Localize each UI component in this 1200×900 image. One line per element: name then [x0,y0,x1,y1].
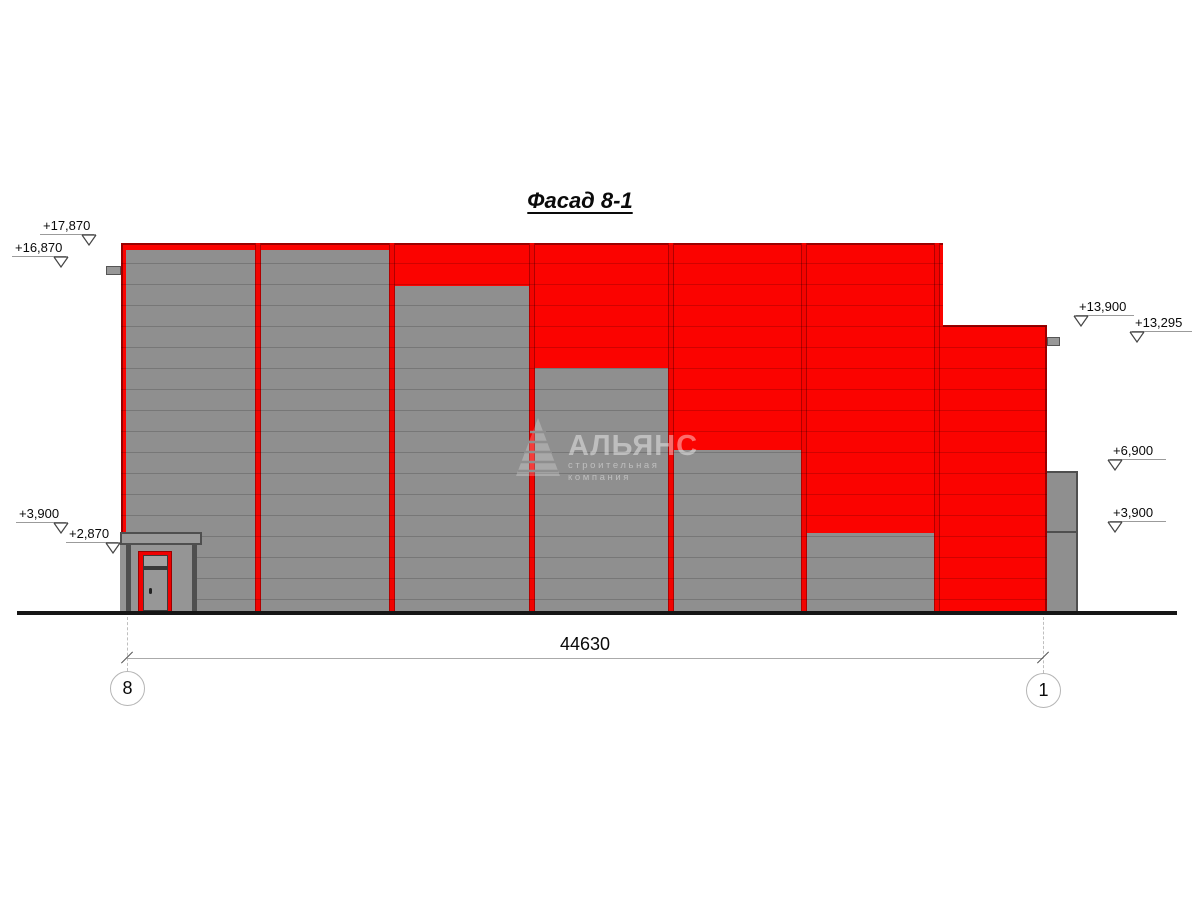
elevation-mark-6900: +6,900 [1107,443,1166,471]
elevation-mark-3900-right: +3,900 [1107,505,1166,533]
entrance-door-leaf [143,569,168,611]
facade-mullion [668,243,674,613]
extension-line-right [1043,617,1044,673]
facade-mullion [801,243,807,613]
dimension-value: 44630 [559,634,611,654]
vestibule-post-left [126,545,131,612]
elevation-value: +2,870 [69,526,110,541]
elevation-mark-13295: +13,295 [1129,315,1192,343]
elevation-tick-icon [1129,331,1145,343]
annex-block-right [1047,471,1078,613]
gutter-tab-right [1047,337,1060,346]
facade-mullion [255,243,261,613]
facade-red-wall-low-section [943,325,1047,613]
elevation-value: +16,870 [15,240,63,255]
extension-line-left [127,617,128,671]
gutter-tab-left [106,266,121,275]
elevation-mark-3900-left: +3,900 [16,506,69,534]
door-handle [149,588,152,594]
door-transom-bar [143,566,168,569]
vestibule-post-right [192,545,197,612]
elevation-tick-icon [53,256,69,268]
elevation-tick-icon [1107,459,1123,471]
annex-seam-line [1047,531,1078,533]
elevation-tick-icon [1073,315,1089,327]
ground-line [17,611,1177,615]
elevation-mark-13900: +13,900 [1073,299,1134,327]
elevation-value: +6,900 [1113,443,1154,458]
gray-panel-bay-4 [535,368,668,613]
facade-mullion [934,243,940,613]
elevation-mark-17870: +17,870 [40,218,97,246]
dimension-line [127,658,1043,659]
gray-panel-bay-6 [807,533,934,613]
facade-mullion [529,243,535,613]
grid-axis-bubble-1: 1 [1026,673,1061,708]
grid-axis-bubble-8: 8 [110,671,145,706]
elevation-mark-2870: +2,870 [66,526,121,554]
gray-panel-bay-5 [674,450,801,613]
gray-panel-bay-2 [261,250,389,613]
elevation-tick-icon [105,542,121,554]
elevation-value: +13,295 [1135,315,1183,330]
entrance-canopy [120,532,202,545]
elevation-mark-16870: +16,870 [12,240,69,268]
elevation-value: +13,900 [1079,299,1127,314]
facade-mullion [389,243,395,613]
elevation-tick-icon [1107,521,1123,533]
gray-panel-bay-3 [395,286,529,613]
elevation-tick-icon [53,522,69,534]
elevation-value: +3,900 [1113,505,1154,520]
drawing-title: Фасад 8-1 [527,188,633,213]
elevation-value: +3,900 [19,506,60,521]
elevation-value: +17,870 [43,218,91,233]
elevation-tick-icon [81,234,97,246]
